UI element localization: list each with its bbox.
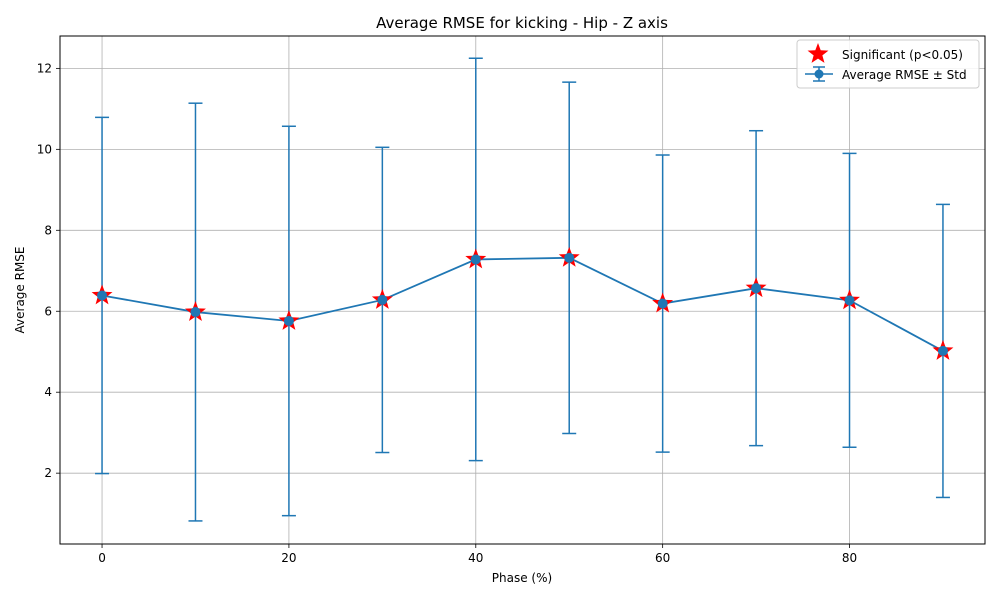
x-tick-label: 80 <box>842 551 857 565</box>
data-point-marker <box>937 345 948 356</box>
data-point-marker <box>377 294 388 305</box>
plot-frame <box>59 35 986 545</box>
legend-label-average: Average RMSE ± Std <box>842 68 967 82</box>
y-tick-label: 8 <box>44 223 52 237</box>
y-tick-label: 12 <box>37 61 52 75</box>
series-line-layer <box>101 256 944 352</box>
y-axis-label: Average RMSE <box>13 247 27 334</box>
marker-layer <box>91 246 954 360</box>
error-bars <box>95 57 950 522</box>
data-point-marker <box>190 307 201 318</box>
data-point-marker <box>751 283 762 294</box>
series-line-average-rmse <box>101 256 944 352</box>
legend-dot-marker <box>814 69 824 79</box>
x-tick-label: 40 <box>468 551 483 565</box>
y-tick-label: 10 <box>37 142 52 156</box>
data-point-marker <box>470 254 481 265</box>
legend-box <box>796 39 980 89</box>
legend-label-significant: Significant (p<0.05) <box>842 48 963 62</box>
y-tick-label: 2 <box>44 466 52 480</box>
axis-ticks: 0 20 40 60 80 2 4 6 8 10 12 <box>37 61 857 565</box>
data-point-marker <box>97 290 108 301</box>
data-point-marker <box>657 298 668 309</box>
chart-title: Average RMSE for kicking - Hip - Z axis <box>376 14 668 32</box>
legend-entry-significant: Significant (p<0.05) <box>807 43 963 63</box>
data-point-marker <box>564 252 575 263</box>
x-tick-label: 60 <box>655 551 670 565</box>
y-tick-label: 4 <box>44 385 52 399</box>
x-tick-label: 20 <box>281 551 296 565</box>
legend-entry-average: Average RMSE ± Std <box>805 66 967 82</box>
legend-star-marker <box>807 43 829 63</box>
grid <box>60 36 985 544</box>
data-point-marker <box>283 315 294 326</box>
data-point-marker <box>844 295 855 306</box>
legend: Significant (p<0.05) Average RMSE ± Std <box>796 39 980 89</box>
x-tick-label: 0 <box>98 551 106 565</box>
y-tick-label: 6 <box>44 304 52 318</box>
x-axis-label: Phase (%) <box>492 571 552 585</box>
